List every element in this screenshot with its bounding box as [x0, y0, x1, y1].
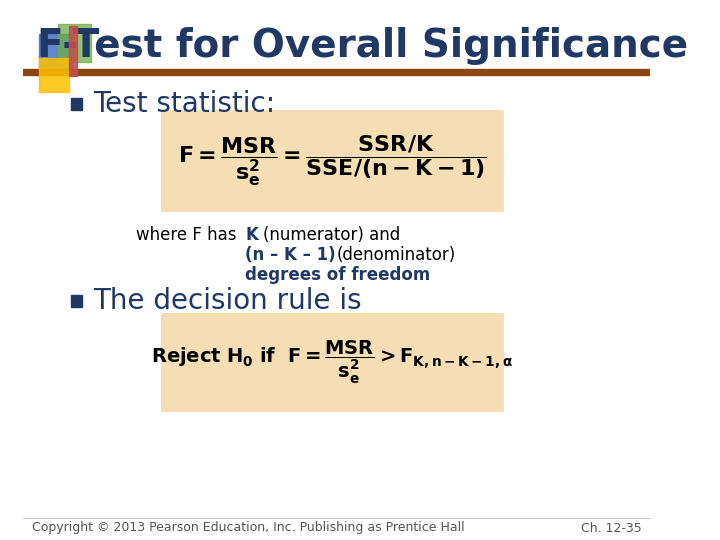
Text: (n – K – 1): (n – K – 1) [246, 246, 336, 264]
Bar [58, 24, 91, 62]
Text: (numerator) and: (numerator) and [263, 226, 400, 244]
Text: The decision rule is: The decision rule is [93, 287, 361, 315]
Bar [71, 295, 81, 307]
Bar [71, 98, 81, 110]
Bar [23, 69, 650, 75]
Bar [39, 58, 68, 92]
Text: $\mathbf{F = \dfrac{MSR}{s_e^2} = \dfrac{SSR/K}{SSE/(n-K-1)}}$: $\mathbf{F = \dfrac{MSR}{s_e^2} = \dfrac… [178, 134, 487, 188]
Text: degrees of freedom: degrees of freedom [246, 266, 431, 284]
FancyBboxPatch shape [161, 110, 504, 212]
FancyBboxPatch shape [161, 313, 504, 412]
Text: Test statistic:: Test statistic: [93, 90, 275, 118]
Bar [39, 34, 72, 72]
Text: K: K [246, 226, 258, 244]
Text: (denominator): (denominator) [337, 246, 456, 264]
Text: F-Test for Overall Significance: F-Test for Overall Significance [37, 27, 688, 65]
Text: Ch. 12-35: Ch. 12-35 [581, 522, 642, 535]
Bar [68, 26, 77, 76]
Text: $\mathbf{Reject\ H_0\ if\ \ F = \dfrac{MSR}{s_e^2} > F_{K,n-K-1,\alpha}}$: $\mathbf{Reject\ H_0\ if\ \ F = \dfrac{M… [151, 339, 513, 386]
Text: Copyright © 2013 Pearson Education, Inc. Publishing as Prentice Hall: Copyright © 2013 Pearson Education, Inc.… [32, 522, 464, 535]
Text: where F has: where F has [137, 226, 237, 244]
